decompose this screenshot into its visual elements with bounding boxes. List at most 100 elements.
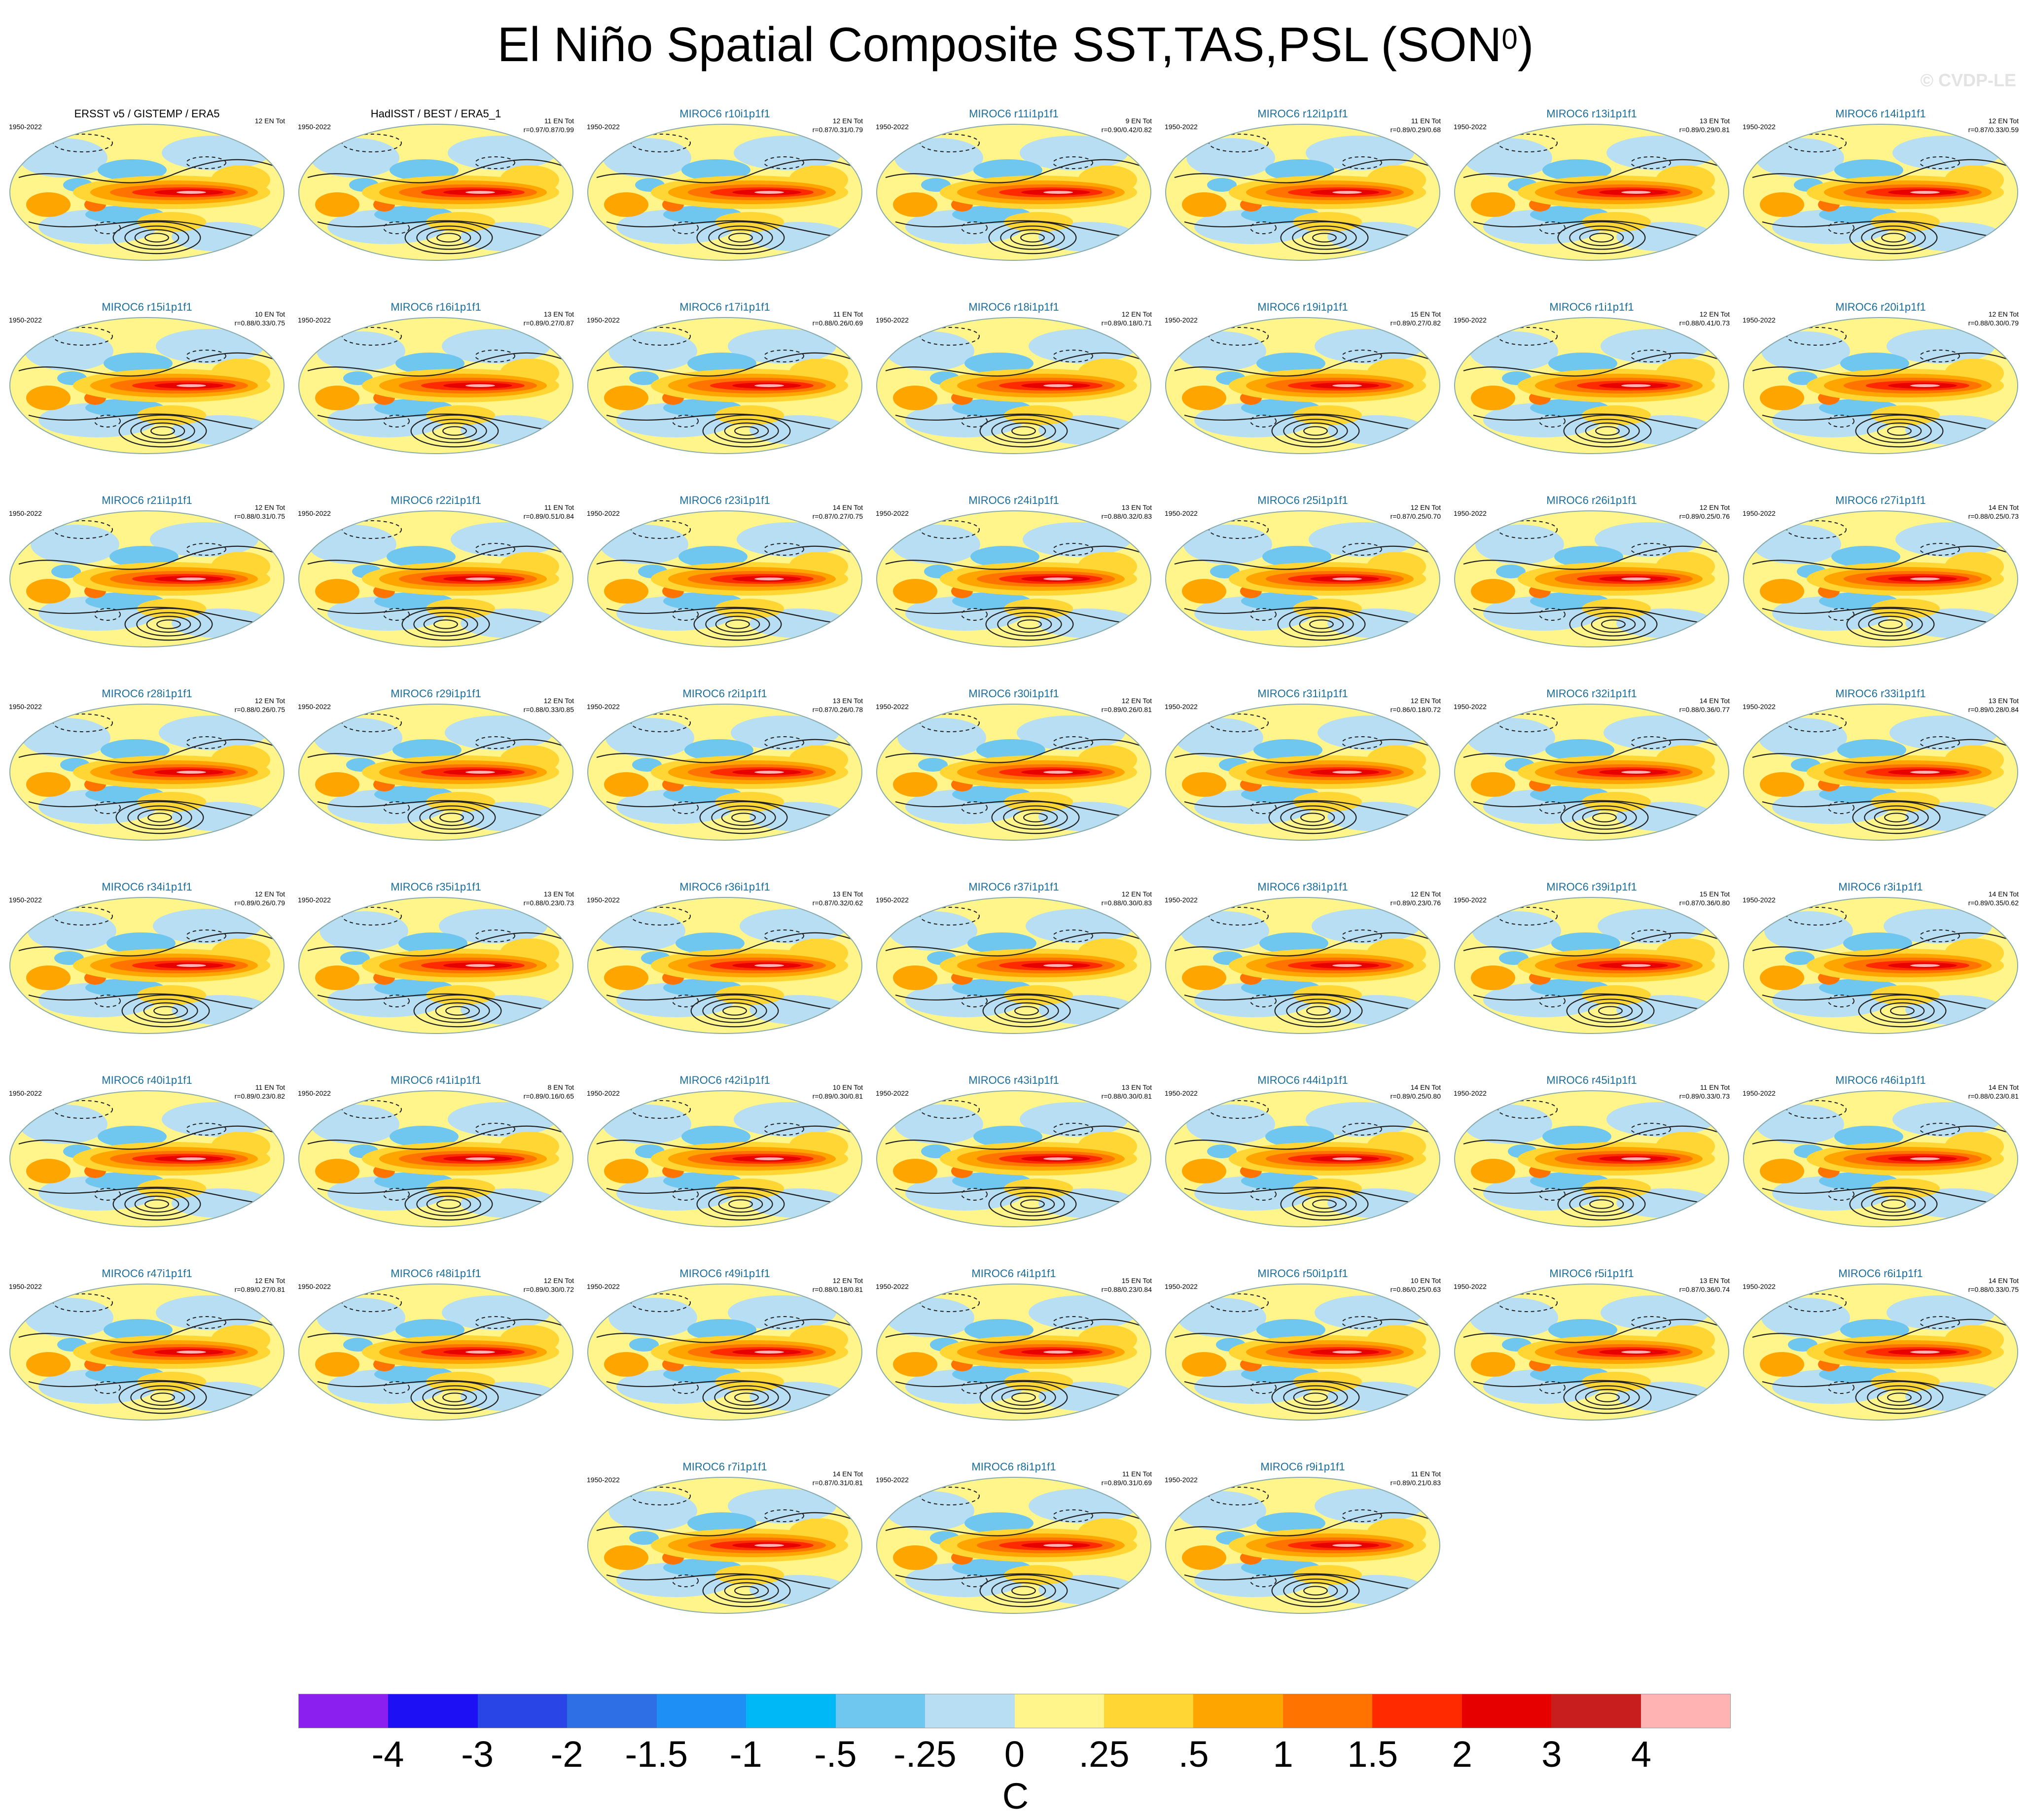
map-panel: MIROC6 r43i1p1f1 1950-2022 13 EN Totr=0.88…	[876, 1074, 1152, 1227]
colorbar-swatch	[1640, 1694, 1730, 1728]
panel-pattern-correlation: r=0.89/0.27/0.81	[235, 1285, 285, 1293]
watermark: © CVDP-LE	[1920, 70, 2016, 90]
map-panel: HadISST / BEST / ERA5_1 1950-2022 11 EN To…	[298, 107, 574, 261]
map-panel: MIROC6 r1i1p1f1 1950-2022 12 EN Totr=0.88/…	[1454, 301, 1730, 454]
colorbar-swatch	[1372, 1694, 1462, 1728]
map-outline	[1165, 317, 1440, 454]
panel-period: 1950-2022	[298, 509, 331, 517]
panel-period: 1950-2022	[587, 1089, 620, 1097]
global-map	[1455, 1284, 1729, 1420]
global-map	[1166, 511, 1440, 647]
global-map	[588, 318, 862, 454]
panel-period: 1950-2022	[1165, 896, 1198, 904]
global-map	[1455, 704, 1729, 840]
panel-title: MIROC6 r23i1p1f1	[679, 494, 770, 506]
map-outline	[1743, 1090, 2018, 1227]
colorbar-swatch	[925, 1694, 1015, 1728]
map-panel: MIROC6 r12i1p1f1 1950-2022 11 EN Totr=0.89…	[1165, 107, 1441, 261]
global-map	[877, 1284, 1151, 1420]
global-map	[10, 897, 284, 1034]
map-outline	[9, 1284, 285, 1421]
panel-pattern-correlation: r=0.90/0.42/0.82	[1102, 126, 1152, 134]
map-panel: MIROC6 r31i1p1f1 1950-2022 12 EN Totr=0.86…	[1165, 687, 1441, 841]
map-outline	[298, 897, 573, 1034]
map-outline	[298, 124, 573, 261]
title-suffix: )	[1517, 17, 1534, 71]
colorbar	[298, 1694, 1731, 1728]
map-panel: MIROC6 r20i1p1f1 1950-2022 12 EN Totr=0.88…	[1743, 301, 2019, 454]
panel-period: 1950-2022	[9, 1283, 42, 1290]
panel-title: MIROC6 r30i1p1f1	[968, 687, 1059, 700]
panel-en-count: 12 EN Tot	[255, 890, 285, 898]
panel-title: MIROC6 r3i1p1f1	[1838, 881, 1923, 893]
colorbar-tick-label: -.25	[893, 1734, 957, 1775]
map-outline	[876, 1090, 1151, 1227]
panel-en-count: 15 EN Tot	[1411, 310, 1441, 318]
panel-title: MIROC6 r35i1p1f1	[391, 881, 481, 893]
map-outline	[587, 1477, 862, 1614]
map-panel: MIROC6 r2i1p1f1 1950-2022 13 EN Totr=0.87/…	[587, 687, 863, 841]
map-outline	[876, 317, 1151, 454]
map-panel: MIROC6 r18i1p1f1 1950-2022 12 EN Totr=0.89…	[876, 301, 1152, 454]
panel-en-count: 13 EN Tot	[1700, 117, 1730, 125]
panel-pattern-correlation: r=0.87/0.27/0.75	[813, 512, 863, 520]
map-outline	[1454, 1284, 1729, 1421]
panel-pattern-correlation: r=0.89/0.18/0.71	[1102, 319, 1152, 327]
map-outline	[1454, 704, 1729, 841]
map-outline	[1743, 1284, 2018, 1421]
panel-period: 1950-2022	[1743, 896, 1776, 904]
panel-en-count: 12 EN Tot	[1411, 890, 1441, 898]
map-panel: MIROC6 r39i1p1f1 1950-2022 15 EN Totr=0.87…	[1454, 881, 1730, 1034]
global-map	[588, 897, 862, 1034]
global-map	[588, 704, 862, 840]
panel-period: 1950-2022	[298, 123, 331, 131]
map-panel: MIROC6 r46i1p1f1 1950-2022 14 EN Totr=0.88…	[1743, 1074, 2019, 1227]
panel-period: 1950-2022	[1454, 316, 1487, 324]
map-outline	[587, 704, 862, 841]
global-map	[1166, 1284, 1440, 1420]
panel-pattern-correlation: r=0.86/0.18/0.72	[1390, 706, 1441, 714]
panel-pattern-correlation: r=0.88/0.30/0.81	[1102, 1092, 1152, 1100]
panel-title: MIROC6 r36i1p1f1	[679, 881, 770, 893]
panel-period: 1950-2022	[1165, 1283, 1198, 1290]
panel-period: 1950-2022	[1454, 703, 1487, 711]
panel-title: MIROC6 r12i1p1f1	[1257, 107, 1348, 120]
map-panel: MIROC6 r41i1p1f1 1950-2022 8 EN Totr=0.89/…	[298, 1074, 574, 1227]
panel-pattern-correlation: r=0.88/0.23/0.73	[524, 899, 574, 907]
panel-period: 1950-2022	[1165, 1476, 1198, 1484]
map-outline	[9, 704, 285, 841]
map-panel: MIROC6 r13i1p1f1 1950-2022 13 EN Totr=0.89…	[1454, 107, 1730, 261]
map-panel: MIROC6 r10i1p1f1 1950-2022 12 EN Totr=0.87…	[587, 107, 863, 261]
panel-en-count: 13 EN Tot	[833, 697, 863, 705]
panel-en-count: 13 EN Tot	[833, 890, 863, 898]
title-superscript: 0	[1501, 23, 1518, 55]
panel-title: MIROC6 r8i1p1f1	[971, 1461, 1056, 1473]
map-outline	[1165, 124, 1440, 261]
map-outline	[587, 897, 862, 1034]
panel-en-count: 12 EN Tot	[1122, 310, 1152, 318]
global-map	[877, 1091, 1151, 1227]
panel-en-count: 12 EN Tot	[1411, 697, 1441, 705]
colorbar-swatch	[1551, 1694, 1641, 1728]
panel-period: 1950-2022	[1165, 316, 1198, 324]
panel-pattern-correlation: r=0.87/0.31/0.79	[813, 126, 863, 134]
panel-pattern-correlation: r=0.87/0.33/0.59	[1968, 126, 2019, 134]
panel-title: MIROC6 r22i1p1f1	[391, 494, 481, 506]
panel-en-count: 12 EN Tot	[833, 117, 863, 125]
panel-period: 1950-2022	[298, 703, 331, 711]
panel-title: MIROC6 r25i1p1f1	[1257, 494, 1348, 506]
panel-pattern-correlation: r=0.87/0.25/0.70	[1390, 512, 1441, 520]
map-outline	[587, 1090, 862, 1227]
panel-en-count: 14 EN Tot	[833, 503, 863, 511]
map-outline	[298, 510, 573, 647]
map-outline	[1165, 510, 1440, 647]
colorbar-ticks: -4 -3 -2 -1.5 -1 -.5 -.25 0 .25 .5 1 1.5 2 3 4	[0, 1733, 2031, 1783]
panel-title: MIROC6 r48i1p1f1	[391, 1267, 481, 1280]
panel-period: 1950-2022	[876, 703, 909, 711]
panel-period: 1950-2022	[587, 123, 620, 131]
colorbar-tick-label: -2	[550, 1734, 583, 1775]
global-map	[10, 511, 284, 647]
map-panel: MIROC6 r23i1p1f1 1950-2022 14 EN Totr=0.87…	[587, 494, 863, 647]
panel-title: MIROC6 r34i1p1f1	[102, 881, 192, 893]
panel-period: 1950-2022	[298, 1283, 331, 1290]
